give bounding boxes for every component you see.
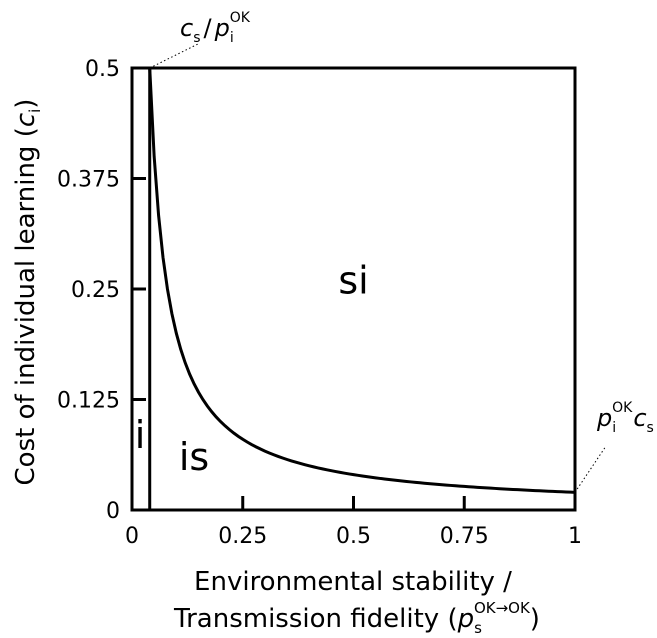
x-tick-label: 0 — [125, 524, 139, 549]
y-tick-label: 0 — [106, 499, 120, 524]
region-label-si: si — [338, 258, 368, 302]
y-tick-label: 0.25 — [71, 278, 120, 303]
x-axis-title-line1: Environmental stability / — [194, 567, 512, 597]
x-axis-title-line2: Transmission fidelity (psOK→OK) — [173, 599, 540, 637]
y-tick-label: 0.125 — [57, 389, 120, 414]
x-tick-label: 1 — [568, 524, 582, 549]
x-tick-label: 0.5 — [336, 524, 371, 549]
plot-frame — [130, 66, 577, 512]
y-tick-label: 0.375 — [57, 168, 120, 193]
ticks-layer: 0 0.25 0.5 0.75 1 0 0.125 0.25 0.375 0.5 — [57, 57, 582, 549]
annotation-top: cs / piOK — [180, 10, 251, 46]
annotation-right: piOKcs — [596, 400, 654, 436]
leaders-layer — [149, 43, 607, 493]
y-tick-label: 0.5 — [85, 57, 120, 82]
x-tick-label: 0.75 — [440, 524, 489, 549]
regions-layer: iis si — [135, 258, 369, 479]
x-tick-label: 0.25 — [218, 524, 267, 549]
y-axis-title: Cost of individual learning (ci) — [11, 99, 44, 486]
leader-line-top — [149, 43, 199, 69]
leader-line-right — [574, 445, 607, 493]
region-label-i: i — [135, 413, 146, 457]
series-line — [148, 67, 576, 494]
region-label-is: is — [179, 435, 209, 479]
